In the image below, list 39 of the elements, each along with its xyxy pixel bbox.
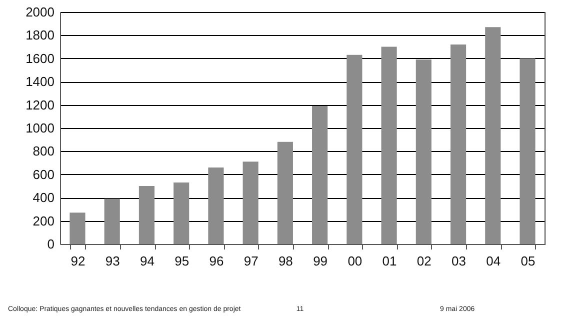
x-tick-label: 99 — [313, 254, 328, 268]
x-tick-label: 02 — [416, 254, 432, 268]
bar — [242, 162, 258, 244]
x-tick-label: 98 — [278, 254, 293, 268]
y-tick-label: 1000 — [26, 120, 54, 136]
y-tick-label: 800 — [32, 144, 54, 159]
bar — [450, 44, 466, 244]
y-tick-label: 400 — [32, 190, 54, 206]
y-tick-label: 1600 — [26, 50, 54, 66]
y-tick-label: 2000 — [26, 4, 54, 20]
x-tick-label: 92 — [70, 254, 86, 268]
x-tick-label: 97 — [244, 254, 258, 268]
y-tick-label: 1400 — [26, 74, 54, 90]
y-tick-label: 1200 — [26, 97, 54, 112]
x-tick-label: 96 — [209, 254, 224, 268]
bar — [138, 186, 155, 244]
y-tick-label: 0 — [47, 236, 54, 252]
bar — [277, 142, 293, 244]
y-tick-label: 200 — [32, 213, 54, 228]
x-tick-label: 95 — [174, 254, 190, 268]
x-tick-label: 04 — [486, 254, 501, 268]
x-tick-label: 05 — [520, 254, 536, 268]
bar — [174, 182, 190, 244]
x-tick-label: 01 — [382, 254, 397, 268]
bar — [104, 198, 120, 244]
x-tick-label: 94 — [140, 254, 154, 268]
bar — [416, 60, 432, 244]
bar — [70, 212, 86, 244]
y-tick-label: 600 — [32, 166, 54, 182]
bar — [520, 58, 536, 244]
bar — [381, 46, 397, 244]
y-tick-label: 1800 — [26, 28, 54, 43]
bar — [485, 27, 501, 244]
bar — [346, 54, 362, 244]
x-tick-label: 03 — [452, 254, 466, 268]
x-tick-label: 00 — [348, 254, 362, 268]
x-tick-label: 93 — [105, 254, 120, 268]
bar — [312, 106, 328, 244]
bar — [208, 167, 224, 244]
